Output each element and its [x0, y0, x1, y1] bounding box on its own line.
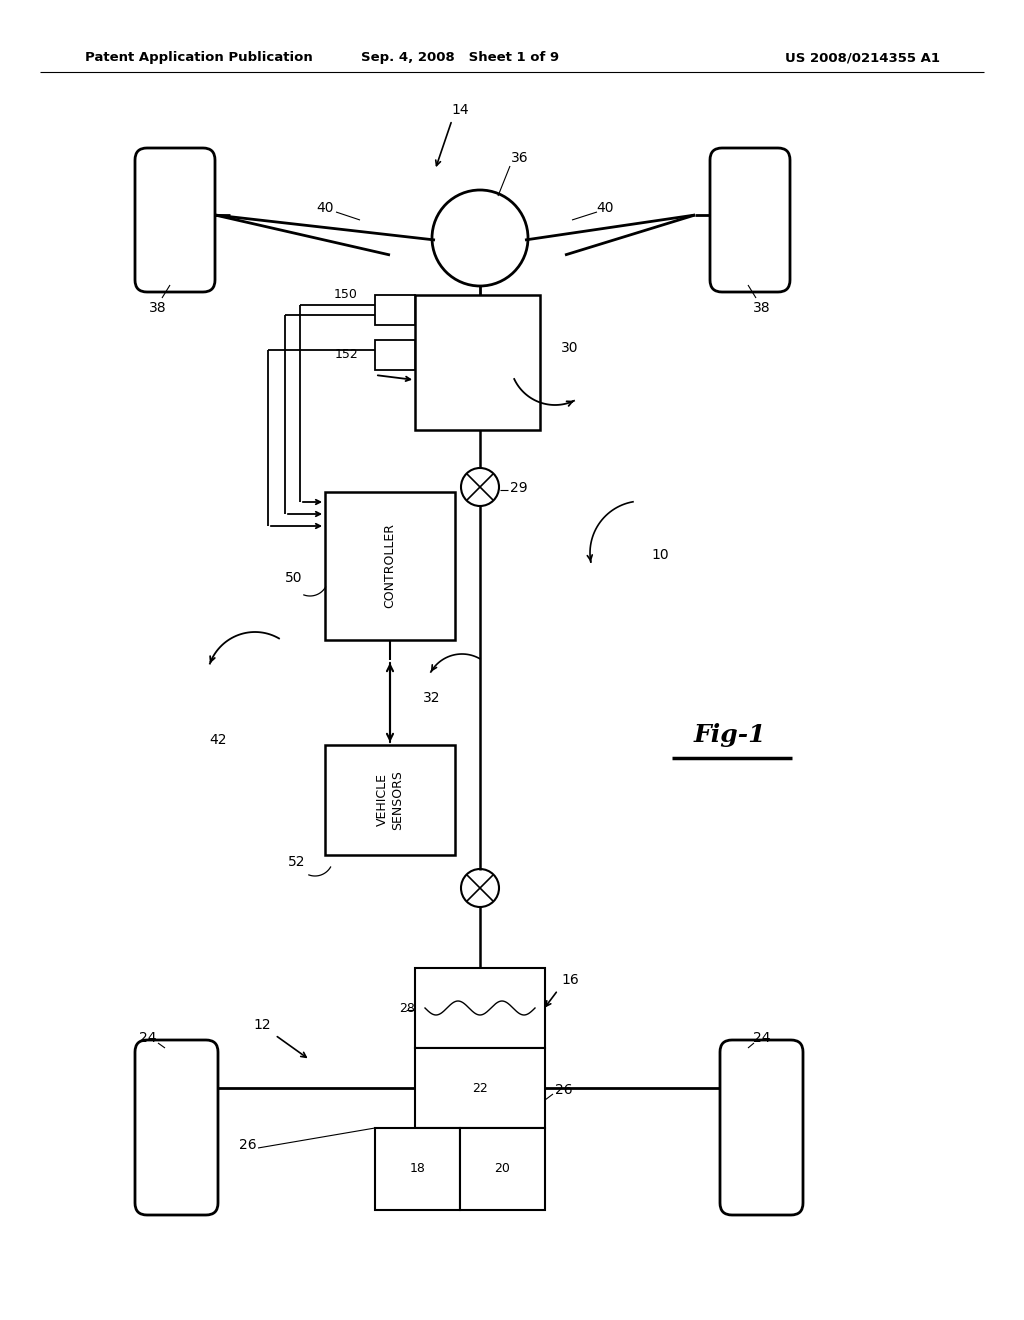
- Text: Fig-1: Fig-1: [693, 723, 766, 747]
- Text: CONTROLLER: CONTROLLER: [384, 524, 396, 609]
- Text: 150: 150: [334, 289, 358, 301]
- Text: 38: 38: [150, 301, 167, 315]
- Text: 20: 20: [494, 1163, 510, 1176]
- Bar: [415, 1048, 545, 1129]
- Circle shape: [432, 190, 528, 286]
- FancyBboxPatch shape: [710, 148, 790, 292]
- Bar: [415, 968, 545, 1048]
- Text: 24: 24: [754, 1031, 771, 1045]
- Text: 18: 18: [410, 1163, 426, 1176]
- Bar: [325, 744, 455, 855]
- Text: 32: 32: [423, 690, 440, 705]
- Text: Patent Application Publication: Patent Application Publication: [85, 51, 312, 65]
- Bar: [415, 294, 540, 430]
- Circle shape: [461, 469, 499, 506]
- Text: 26: 26: [555, 1082, 572, 1097]
- Text: 16: 16: [561, 973, 579, 987]
- Bar: [375, 1129, 460, 1210]
- FancyBboxPatch shape: [135, 148, 215, 292]
- Text: 52: 52: [288, 855, 305, 869]
- Text: 22: 22: [472, 1081, 487, 1094]
- Text: 26: 26: [240, 1138, 257, 1152]
- Text: 42: 42: [209, 733, 226, 747]
- Text: 40: 40: [316, 201, 334, 215]
- Text: US 2008/0214355 A1: US 2008/0214355 A1: [785, 51, 940, 65]
- Text: 40: 40: [596, 201, 613, 215]
- Text: 28: 28: [399, 1002, 415, 1015]
- FancyBboxPatch shape: [720, 1040, 803, 1214]
- Text: 30: 30: [561, 341, 579, 355]
- Text: 12: 12: [253, 1018, 270, 1032]
- Text: 38: 38: [754, 301, 771, 315]
- Bar: [325, 492, 455, 640]
- Text: 14: 14: [452, 103, 469, 117]
- Text: 29: 29: [510, 480, 527, 495]
- Text: 24: 24: [139, 1031, 157, 1045]
- Text: 152: 152: [334, 348, 358, 362]
- Bar: [375, 341, 415, 370]
- Text: 50: 50: [285, 572, 302, 585]
- Text: 10: 10: [651, 548, 669, 562]
- Bar: [375, 294, 415, 325]
- Text: Sep. 4, 2008   Sheet 1 of 9: Sep. 4, 2008 Sheet 1 of 9: [360, 51, 559, 65]
- FancyBboxPatch shape: [135, 1040, 218, 1214]
- Text: 36: 36: [511, 150, 528, 165]
- Text: VEHICLE
SENSORS: VEHICLE SENSORS: [376, 770, 404, 830]
- Bar: [460, 1129, 545, 1210]
- Circle shape: [461, 869, 499, 907]
